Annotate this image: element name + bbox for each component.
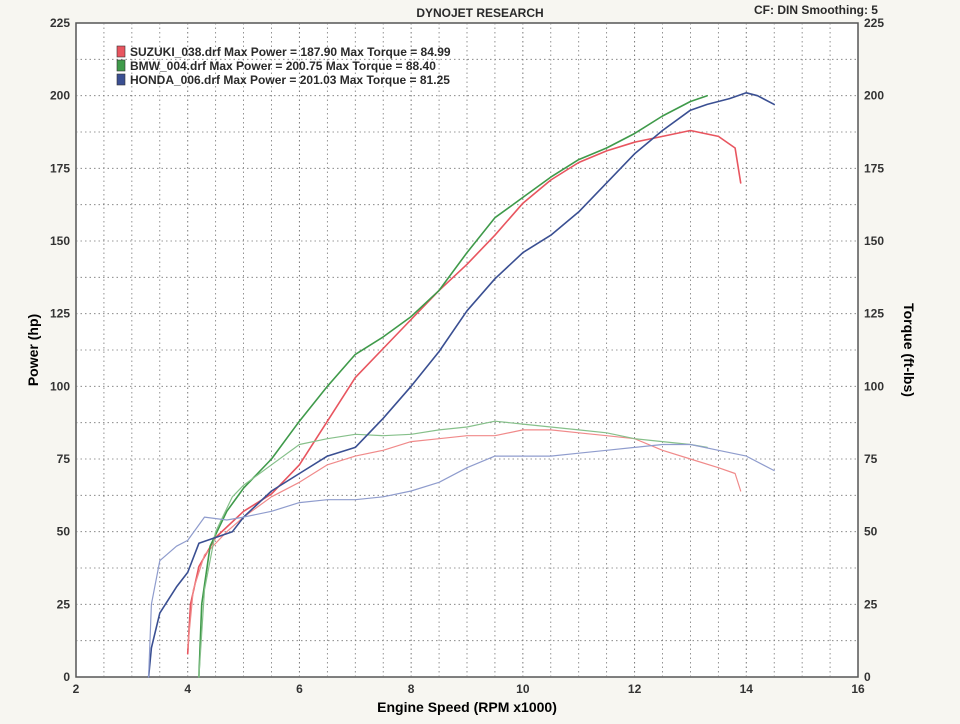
- x-tick-label: 10: [516, 682, 530, 696]
- x-tick-label: 16: [851, 682, 865, 696]
- y-tick-label: 200: [50, 89, 70, 103]
- y2-tick-label: 50: [864, 525, 878, 539]
- y-tick-label: 150: [50, 234, 70, 248]
- y-axis-label: Power (hp): [25, 314, 41, 386]
- y2-tick-label: 25: [864, 597, 878, 611]
- x-tick-label: 12: [628, 682, 642, 696]
- series-line-power: [198, 94, 708, 678]
- x-tick-label: 4: [184, 682, 191, 696]
- legend-swatch: [116, 45, 126, 58]
- y2-tick-label: 200: [864, 89, 884, 103]
- series-line-power: [147, 92, 775, 678]
- y-tick-label: 0: [63, 670, 70, 684]
- x-tick-label: 8: [408, 682, 415, 696]
- series-line-torque: [198, 420, 708, 678]
- x-axis-label: Engine Speed (RPM x1000): [377, 699, 557, 715]
- legend-entry: BMW_004.drf Max Power = 200.75 Max Torqu…: [130, 59, 436, 73]
- chart-title: DYNOJET RESEARCH: [416, 6, 544, 20]
- grid: [76, 23, 858, 677]
- correction-factor-label: CF: DIN Smoothing: 5: [754, 3, 878, 17]
- y2-tick-label: 0: [864, 670, 871, 684]
- x-tick-label: 14: [740, 682, 754, 696]
- series-layer: [147, 92, 775, 678]
- series-line-power: [186, 129, 742, 655]
- legend-swatch: [116, 59, 126, 72]
- y-tick-label: 75: [57, 452, 71, 466]
- y2-tick-label: 75: [864, 452, 878, 466]
- legend: SUZUKI_038.drf Max Power = 187.90 Max To…: [116, 45, 451, 87]
- legend-entry: HONDA_006.drf Max Power = 201.03 Max Tor…: [130, 73, 450, 87]
- series-line-torque: [148, 443, 775, 678]
- legend-swatch: [116, 73, 126, 86]
- y-tick-label: 50: [57, 525, 71, 539]
- y2-tick-label: 125: [864, 307, 884, 321]
- legend-entry: SUZUKI_038.drf Max Power = 187.90 Max To…: [130, 45, 451, 59]
- y-tick-label: 175: [50, 161, 70, 175]
- y-tick-label: 125: [50, 307, 70, 321]
- y2-axis-label: Torque (ft-lbs): [901, 303, 917, 397]
- y2-tick-label: 175: [864, 161, 884, 175]
- y2-tick-label: 150: [864, 234, 884, 248]
- y-tick-label: 25: [57, 597, 71, 611]
- y2-tick-label: 100: [864, 379, 884, 393]
- y-tick-label: 100: [50, 379, 70, 393]
- y-tick-label: 225: [50, 16, 70, 30]
- y2-tick-label: 225: [864, 16, 884, 30]
- x-tick-label: 2: [73, 682, 80, 696]
- x-tick-label: 6: [296, 682, 303, 696]
